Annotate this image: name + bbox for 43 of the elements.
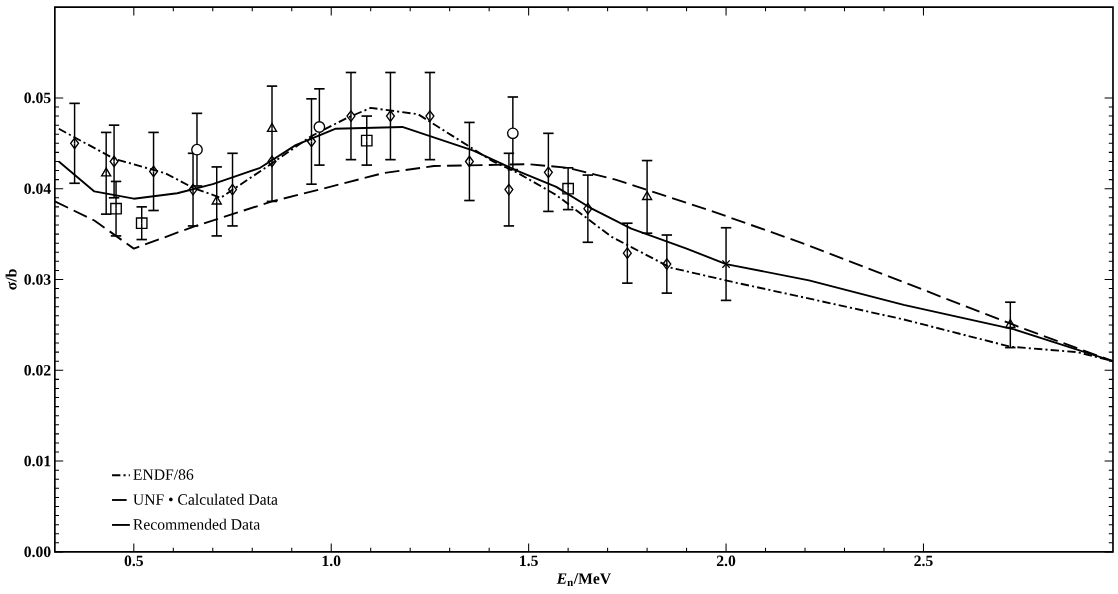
legend-label: Recommended Data: [133, 518, 261, 530]
point: [100, 167, 112, 177]
point: [346, 110, 356, 123]
point: [135, 217, 148, 230]
point: [662, 258, 672, 271]
x-axis-title: E$_{n}$/MeV: [556, 573, 611, 587]
legend-label: UNF • Calculated Data: [133, 493, 278, 505]
x-tick-label: 0.5: [124, 555, 144, 567]
point: [543, 166, 553, 179]
y-tick-label: 0.04: [24, 183, 51, 195]
x-tick-label: 1.5: [520, 555, 538, 567]
point: [721, 259, 731, 269]
point: [464, 155, 475, 168]
point: [227, 183, 238, 196]
x-tick-label: 1.0: [322, 555, 341, 567]
y-tick-label: 0.03: [24, 274, 51, 286]
point: [267, 155, 277, 168]
x-tick-label: 2.5: [914, 555, 933, 567]
y-axis-title: σ/b: [5, 269, 17, 290]
point: [562, 183, 575, 195]
point: [641, 191, 653, 201]
point: [506, 127, 519, 140]
point: [109, 155, 119, 168]
point: [360, 134, 373, 147]
point: [211, 195, 222, 205]
legend-label: ENDF/86: [133, 469, 194, 481]
point: [306, 135, 317, 148]
point: [504, 183, 514, 196]
point: [313, 121, 326, 134]
point: [148, 165, 159, 178]
y-tick-label: 0.02: [24, 365, 51, 376]
point: [70, 137, 80, 150]
point: [425, 110, 435, 123]
point: [622, 247, 632, 260]
y-tick-label: 0.00: [24, 546, 51, 558]
point: [583, 202, 593, 215]
y-tick-label: 0.05: [24, 92, 51, 104]
y-tick-label: 0.01: [24, 455, 51, 467]
x-tick-label: 2.0: [716, 555, 736, 567]
point: [266, 123, 278, 133]
point: [191, 143, 203, 156]
point: [385, 110, 396, 123]
point: [1005, 319, 1016, 329]
